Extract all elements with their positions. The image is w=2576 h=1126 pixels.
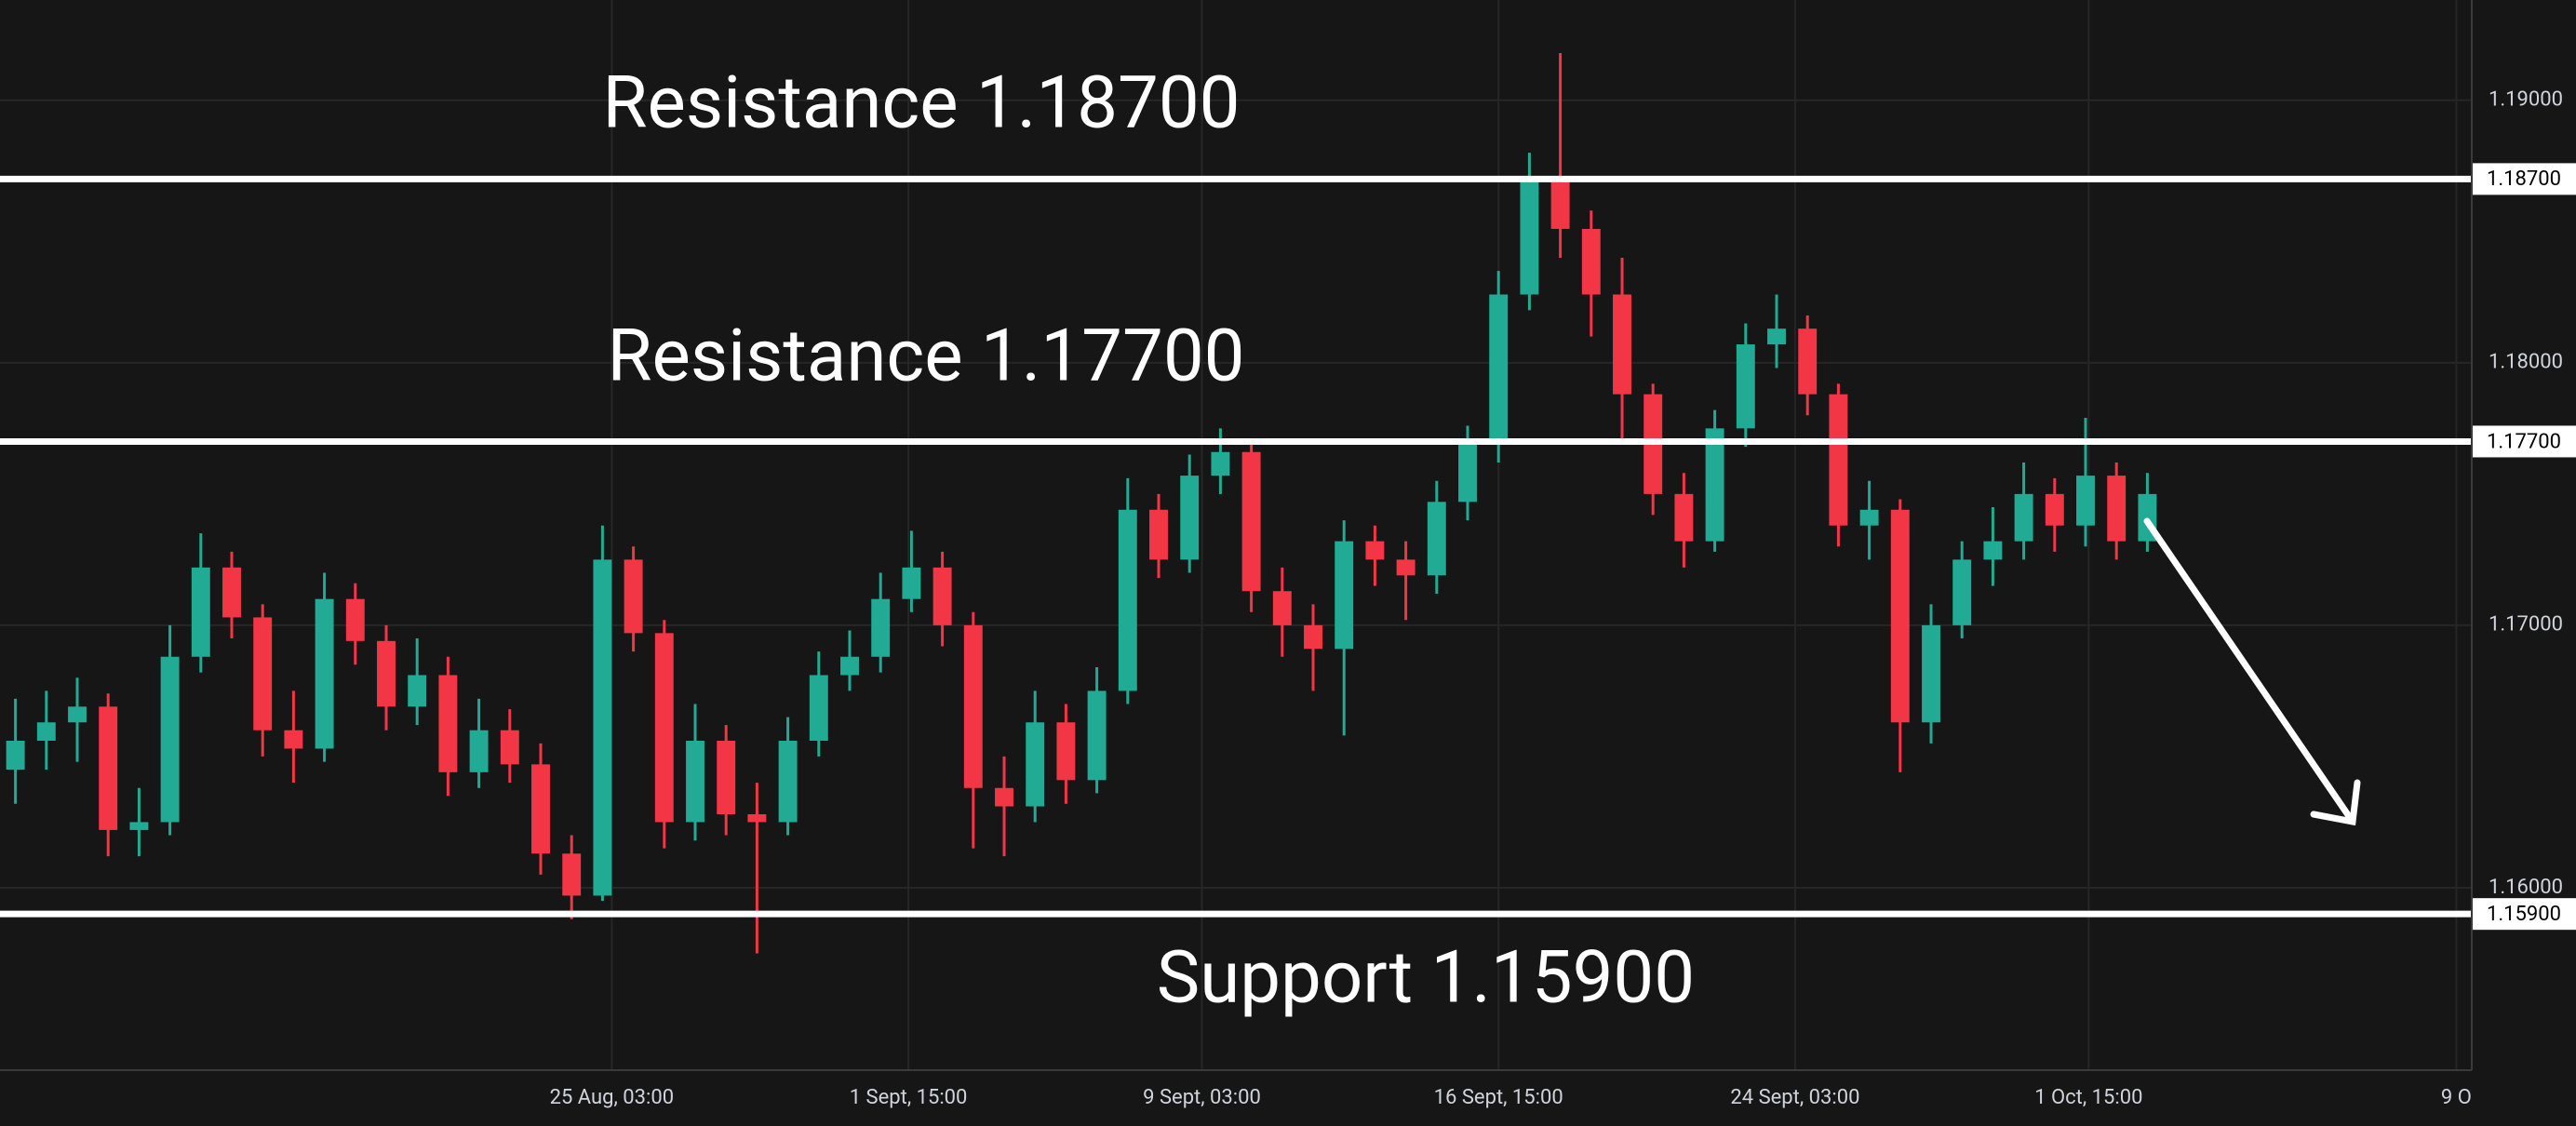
x-tick-label: 9 O xyxy=(2441,1086,2472,1109)
candle-body xyxy=(1829,394,1848,526)
candle-body xyxy=(36,722,56,742)
candle-body xyxy=(1118,509,1137,691)
candle-body xyxy=(377,640,396,707)
level-annotation: Resistance 1.18700 xyxy=(602,61,1240,146)
candle-body xyxy=(809,675,828,742)
candle-body xyxy=(68,706,87,723)
candle-body xyxy=(1211,451,1230,476)
candle-body xyxy=(1365,541,1385,560)
candle-body xyxy=(593,559,612,896)
candle-body xyxy=(408,675,427,707)
candle-body xyxy=(1272,591,1292,625)
level-annotation: Support 1.15900 xyxy=(1157,936,1695,1021)
x-tick-label: 9 Sept, 03:00 xyxy=(1143,1086,1261,1109)
candle-body xyxy=(1180,476,1200,560)
candle-body xyxy=(932,567,952,625)
candle-body xyxy=(1859,509,1879,526)
level-tag: 1.15900 xyxy=(2487,903,2561,926)
candle-body xyxy=(1705,428,1724,542)
level-annotation: Resistance 1.17700 xyxy=(607,315,1244,399)
arrow-shaft xyxy=(2143,517,2356,825)
candle-body xyxy=(1458,444,1477,503)
candle-body xyxy=(2014,493,2033,542)
candle-body xyxy=(6,741,25,771)
candle-body xyxy=(345,598,365,641)
candle-body xyxy=(840,656,859,676)
candle-body xyxy=(1396,559,1415,576)
x-tick-label: 24 Sept, 03:00 xyxy=(1730,1086,1859,1109)
candle-body xyxy=(1674,493,1694,542)
candle-body xyxy=(2076,476,2095,526)
candle-body xyxy=(1056,722,1076,781)
candle-body xyxy=(1798,328,1818,395)
candle-body xyxy=(654,633,674,823)
y-tick-label: 1.19000 xyxy=(2489,88,2563,112)
candle-body xyxy=(222,567,241,618)
candle-body xyxy=(1335,541,1354,650)
candle-body xyxy=(2107,476,2127,542)
candle-body xyxy=(1087,690,1107,781)
candle-body xyxy=(717,741,736,814)
candle-body xyxy=(871,598,891,657)
x-tick-label: 16 Sept, 15:00 xyxy=(1434,1086,1563,1109)
candle-body xyxy=(315,598,334,749)
candle-body xyxy=(531,764,550,854)
candle-body xyxy=(1241,451,1261,592)
level-tag-box xyxy=(2472,425,2576,458)
candle-body xyxy=(129,822,149,830)
candle-body xyxy=(1983,541,2003,560)
candle-body xyxy=(1736,344,1755,429)
y-tick-label: 1.18000 xyxy=(2489,351,2563,374)
candle-body xyxy=(686,741,704,823)
axes: 1.16000 1.17000 1.18000 1.19000 25 Aug, 03:0… xyxy=(550,88,2563,1109)
candle-body xyxy=(1581,228,1601,295)
candle-body xyxy=(963,624,983,788)
x-tick-label: 25 Aug, 03:00 xyxy=(550,1086,674,1109)
candle-body xyxy=(99,706,118,830)
candle-body xyxy=(253,617,273,731)
candle-body xyxy=(1520,181,1539,295)
x-tick-label: 1 Sept, 15:00 xyxy=(850,1086,968,1109)
candle-body xyxy=(1026,722,1045,807)
levels: 1.18700 Resistance 1.18700 1.17700 Resistan… xyxy=(0,61,2576,1021)
candle-body xyxy=(995,787,1013,807)
y-tick-label: 1.17000 xyxy=(2489,613,2563,637)
candle-body xyxy=(778,741,798,823)
candle-body xyxy=(469,730,489,772)
arrow xyxy=(2143,517,2361,826)
candle-body xyxy=(284,730,303,749)
candle-body xyxy=(624,559,643,634)
candle-body xyxy=(1550,181,1570,229)
candle-body xyxy=(1890,509,1910,723)
candle-body xyxy=(562,853,582,896)
y-tick-label: 1.16000 xyxy=(2489,876,2563,899)
arrow-head xyxy=(2310,779,2361,826)
candle-body xyxy=(1149,509,1168,560)
candle-body xyxy=(1304,624,1322,650)
level-tag-box xyxy=(2472,898,2576,931)
candle-body xyxy=(1489,294,1509,445)
level-tag: 1.17700 xyxy=(2487,430,2561,453)
candles xyxy=(6,52,2157,954)
candle-body xyxy=(438,675,458,772)
candle-body xyxy=(747,813,767,823)
x-tick-label: 1 Oct, 15:00 xyxy=(2034,1086,2142,1109)
candle-body xyxy=(160,656,180,823)
candle-body xyxy=(1613,294,1631,395)
candle-body xyxy=(1427,502,1446,576)
candle-body xyxy=(500,730,519,765)
candle-body xyxy=(902,567,921,599)
candle-body xyxy=(1767,328,1786,345)
level-tag: 1.18700 xyxy=(2487,168,2561,191)
level-tag-box xyxy=(2472,163,2576,195)
candle-body xyxy=(2045,493,2064,526)
candle-body xyxy=(1952,559,1972,625)
candle-body xyxy=(1922,624,1940,723)
candle-body xyxy=(191,567,210,657)
